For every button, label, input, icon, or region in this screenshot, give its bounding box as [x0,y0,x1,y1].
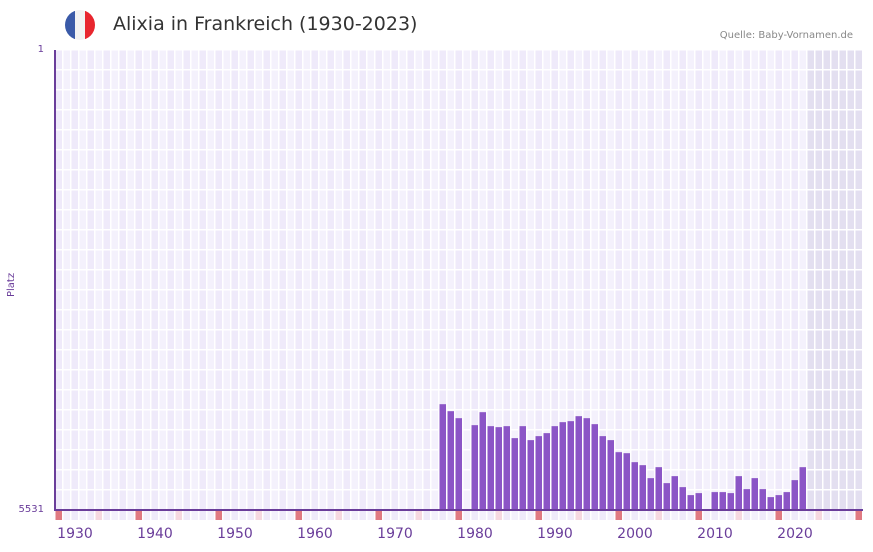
flag-blue [65,10,75,40]
bar-2005 [671,476,678,510]
x-tick-2020: 2020 [777,526,813,542]
bar-1983 [495,427,502,510]
y-axis-label: Platz [6,272,17,298]
bar-1989 [543,433,550,510]
bar-chart [55,50,862,510]
y-axis-line [54,50,56,511]
x-tick-1970: 1970 [377,526,413,542]
bar-2003 [655,467,662,510]
bar-1982 [487,426,494,510]
bar-2014 [743,489,750,510]
bar-2012 [727,493,734,510]
bar-2013 [735,476,742,510]
y-tick-bottom: 5531 [18,504,44,515]
x-tick-1940: 1940 [137,526,173,542]
bar-1998 [615,452,622,510]
plot-area [55,50,863,510]
x-axis-line [55,509,863,511]
bar-2000 [631,462,638,510]
year-markers [55,511,862,520]
bar-2004 [663,483,670,510]
bar-1990 [551,426,558,510]
bar-2002 [647,478,654,510]
x-tick-1950: 1950 [217,526,253,542]
x-tick-1980: 1980 [457,526,493,542]
bar-1991 [559,422,566,510]
bar-1980 [471,425,478,510]
bar-2006 [679,487,686,510]
bar-1992 [567,421,574,510]
bar-2016 [759,489,766,510]
bar-2007 [687,495,694,510]
bar-1978 [455,418,462,510]
bar-1997 [607,440,614,510]
bar-2018 [775,495,782,510]
x-tick-1990: 1990 [537,526,573,542]
bar-1994 [583,418,590,510]
bar-2020 [791,480,798,510]
bar-1996 [599,436,606,510]
france-flag-icon [65,10,95,40]
bar-2008 [695,493,702,510]
flag-red [85,10,95,40]
bar-1985 [511,438,518,510]
bar-2021 [799,467,806,510]
bar-1986 [519,426,526,510]
flag-white [75,10,85,40]
bar-1976 [439,404,446,510]
bar-2010 [711,492,718,510]
x-tick-2000: 2000 [617,526,653,542]
bar-1993 [575,416,582,510]
bar-1995 [591,424,598,510]
bar-1981 [479,412,486,510]
y-tick-top: 1 [37,44,44,55]
chart-title: Alixia in Frankreich (1930-2023) [113,13,418,35]
bar-2015 [751,478,758,510]
bar-1977 [447,411,454,510]
source-credit: Quelle: Baby-Vornamen.de [719,30,853,41]
bar-2001 [639,465,646,510]
bar-2011 [719,492,726,510]
x-tick-2010: 2010 [697,526,733,542]
bar-1999 [623,453,630,510]
bar-1987 [527,440,534,510]
bar-2019 [783,492,790,510]
bar-1988 [535,436,542,510]
bar-2017 [767,497,774,510]
x-tick-1960: 1960 [297,526,333,542]
x-tick-1930: 1930 [57,526,93,542]
bar-1984 [503,426,510,510]
